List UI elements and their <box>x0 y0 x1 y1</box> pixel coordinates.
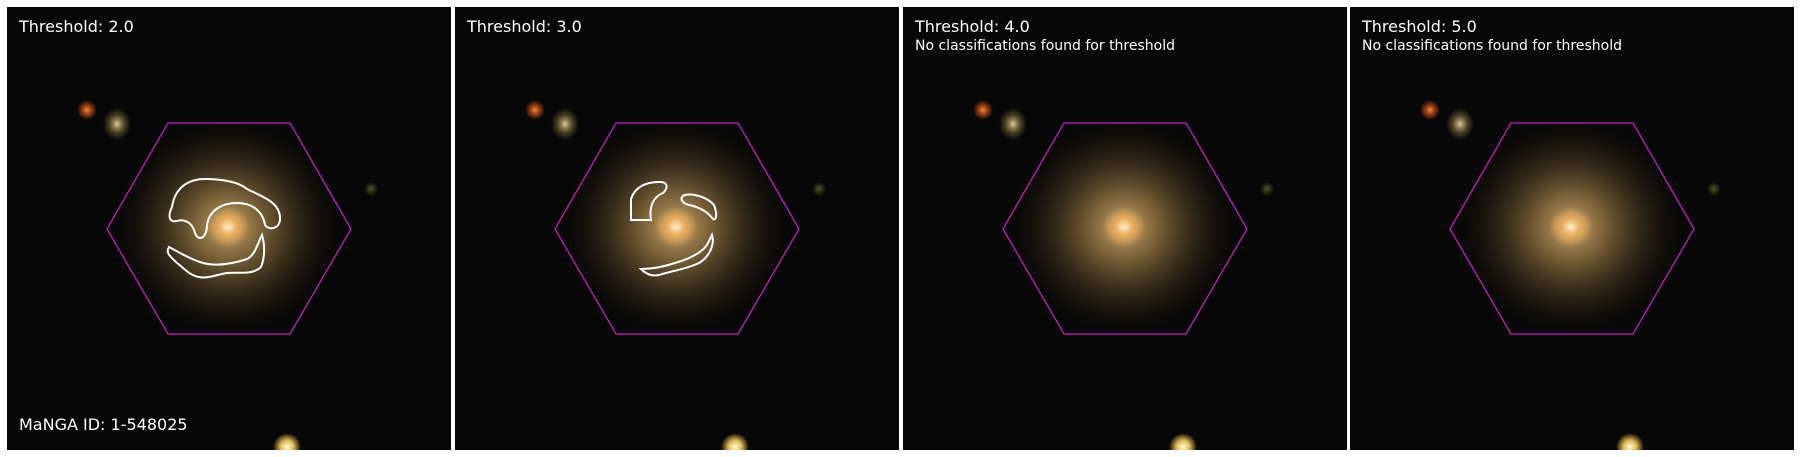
panel-threshold-5: Threshold: 5.0 No classifications found … <box>1350 7 1794 450</box>
galaxy-image <box>455 7 899 450</box>
threshold-title: Threshold: 5.0 <box>1362 17 1477 36</box>
galaxy-image <box>903 7 1347 450</box>
hexagon-outline <box>1449 122 1695 335</box>
no-classifications-message: No classifications found for threshold <box>1362 38 1622 54</box>
hexagon-outline <box>554 122 800 335</box>
panel-threshold-3: Threshold: 3.0 <box>455 7 899 450</box>
galaxy-image <box>1350 7 1794 450</box>
hexagon-outline <box>106 122 352 335</box>
galaxy-image <box>7 7 451 450</box>
no-classifications-message: No classifications found for threshold <box>915 38 1175 54</box>
panel-threshold-4: Threshold: 4.0 No classifications found … <box>903 7 1347 450</box>
spiral-arm-contours <box>166 177 282 279</box>
threshold-title: Threshold: 4.0 <box>915 17 1030 36</box>
threshold-title: Threshold: 3.0 <box>467 17 582 36</box>
hexagon-outline <box>1002 122 1248 335</box>
panel-threshold-2: Threshold: 2.0 MaNGA ID: 1-548025 <box>7 7 451 450</box>
manga-id-label: MaNGA ID: 1-548025 <box>19 415 188 434</box>
spiral-arm-contours <box>630 180 718 277</box>
threshold-title: Threshold: 2.0 <box>19 17 134 36</box>
